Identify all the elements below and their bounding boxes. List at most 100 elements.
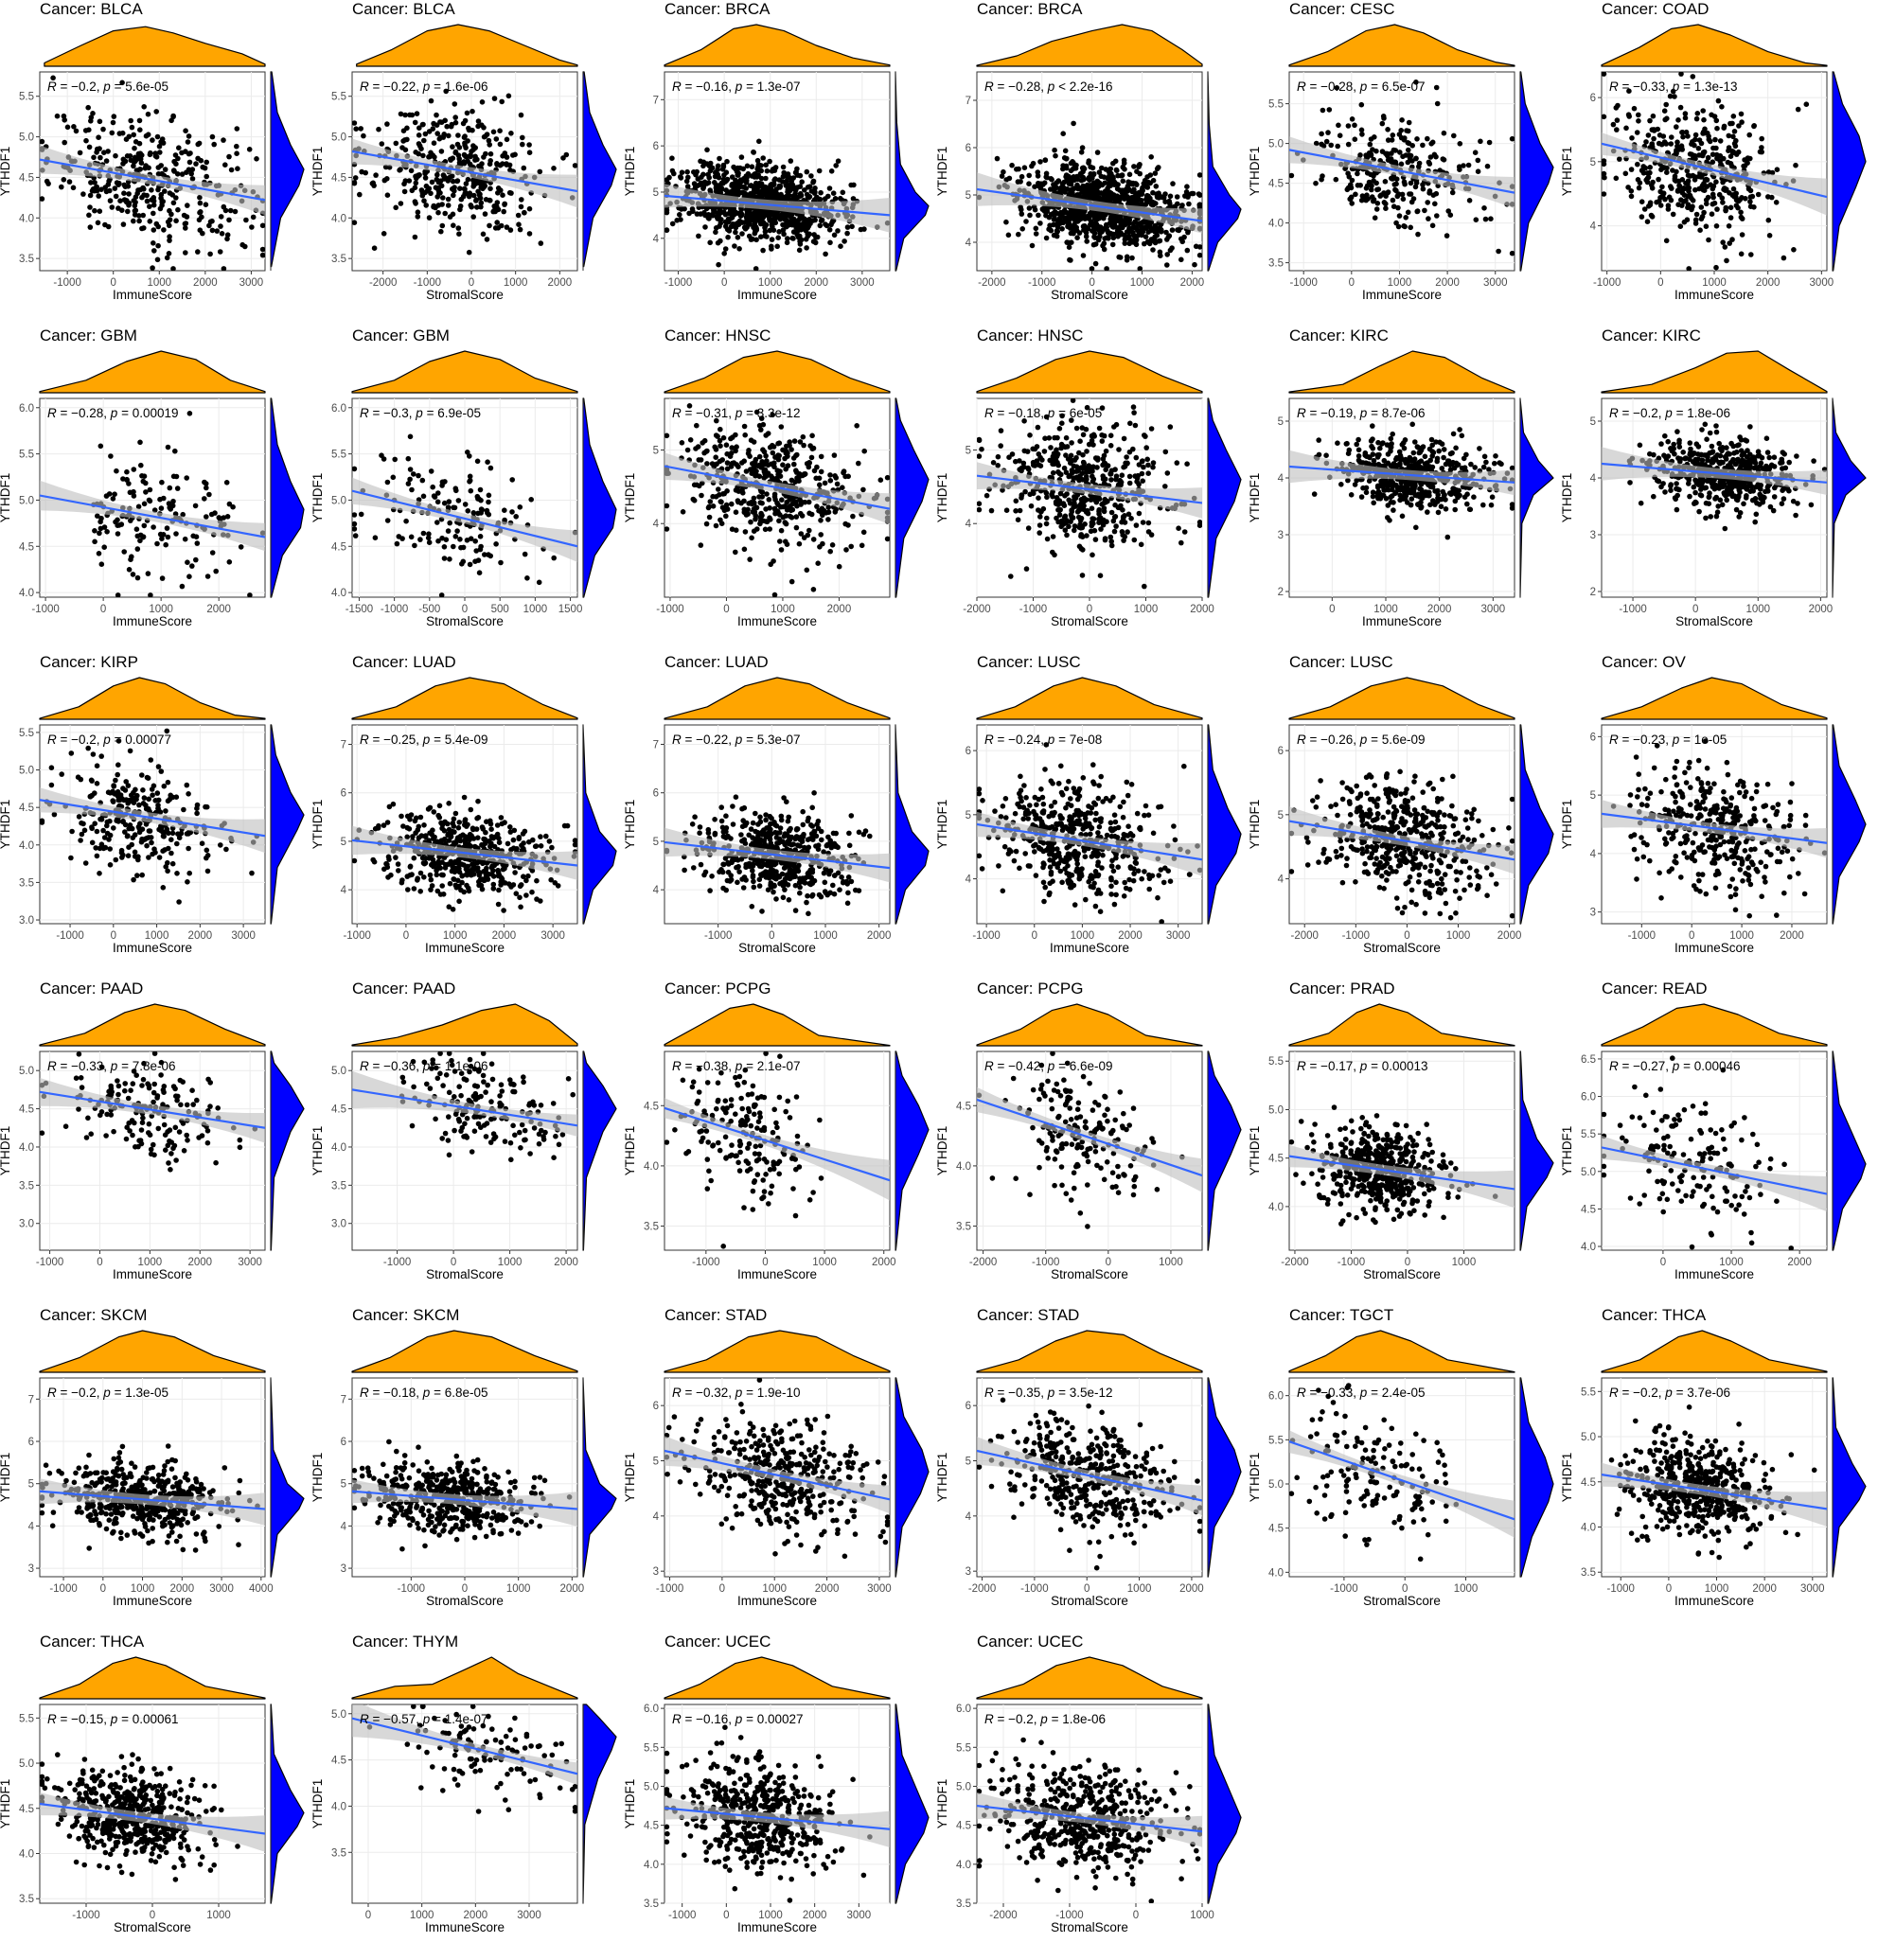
- correlation-annotation: R = −0.31, p = 3.3e-12: [672, 406, 800, 420]
- data-point: [1364, 185, 1370, 191]
- data-point: [753, 238, 759, 243]
- x-tick-label: 3000: [850, 277, 875, 289]
- data-point: [1775, 167, 1781, 172]
- data-point: [1614, 127, 1620, 132]
- data-point: [1026, 525, 1032, 531]
- x-tick-label: -1000: [1593, 277, 1621, 289]
- data-point: [666, 175, 672, 181]
- data-point: [1686, 194, 1692, 200]
- data-point: [701, 210, 707, 216]
- data-point: [779, 528, 785, 534]
- data-point: [1635, 162, 1640, 168]
- data-point: [434, 113, 439, 118]
- data-point: [435, 500, 441, 505]
- x-tick-label: 3000: [239, 277, 264, 289]
- data-point: [679, 175, 684, 181]
- data-point: [708, 499, 714, 504]
- data-point: [113, 153, 118, 159]
- y-tick-label: 6: [653, 141, 659, 152]
- data-point: [1053, 153, 1058, 159]
- data-point: [384, 121, 390, 127]
- x-density-curve: [1289, 25, 1515, 66]
- data-point: [1122, 233, 1127, 238]
- data-point: [1048, 445, 1054, 450]
- data-point: [1647, 165, 1653, 170]
- data-point: [1650, 180, 1656, 185]
- data-point: [1009, 163, 1015, 168]
- data-point: [220, 231, 225, 237]
- data-point: [1027, 433, 1033, 438]
- data-point: [859, 543, 865, 549]
- data-point: [399, 145, 405, 150]
- data-point: [204, 160, 209, 166]
- data-point: [845, 224, 851, 230]
- data-point: [681, 509, 686, 515]
- data-point: [685, 448, 691, 453]
- x-tick-label: -2000: [369, 277, 397, 289]
- data-point: [757, 521, 763, 527]
- data-point: [163, 542, 168, 548]
- data-point: [402, 189, 408, 195]
- data-point: [199, 158, 204, 164]
- y-axis: 3.54.04.55.05.5: [1268, 99, 1289, 270]
- data-point: [717, 189, 722, 195]
- data-point: [1186, 202, 1192, 207]
- data-point: [59, 185, 64, 190]
- data-point: [125, 209, 131, 215]
- data-point: [1006, 233, 1012, 238]
- data-point: [124, 136, 130, 142]
- data-point: [1720, 195, 1726, 201]
- data-point: [693, 172, 699, 178]
- data-point: [509, 477, 515, 483]
- data-point: [496, 185, 502, 191]
- data-point: [1146, 180, 1152, 185]
- data-point: [753, 186, 759, 192]
- data-point: [1649, 142, 1655, 148]
- data-point: [823, 252, 828, 257]
- data-point: [451, 222, 456, 228]
- data-point: [472, 539, 478, 544]
- data-point: [1003, 220, 1009, 225]
- data-point: [151, 248, 157, 254]
- data-point: [1674, 124, 1679, 130]
- data-point: [685, 175, 691, 181]
- data-point: [463, 154, 469, 160]
- data-point: [1713, 146, 1719, 151]
- data-point: [744, 178, 750, 184]
- data-point: [724, 488, 730, 494]
- data-point: [1421, 186, 1426, 192]
- data-point: [775, 502, 781, 507]
- x-tick-label: 0: [1349, 277, 1355, 289]
- data-point: [778, 217, 784, 222]
- data-point: [462, 143, 468, 149]
- data-point: [80, 191, 86, 197]
- data-point: [1110, 161, 1116, 167]
- data-point: [815, 235, 821, 240]
- data-point: [133, 200, 138, 205]
- data-point: [818, 190, 824, 196]
- data-point: [135, 575, 141, 581]
- data-point: [1143, 433, 1148, 439]
- data-point: [701, 450, 707, 456]
- data-point: [788, 186, 794, 192]
- data-point: [1712, 137, 1718, 143]
- data-point: [183, 537, 188, 542]
- data-point: [97, 531, 102, 537]
- data-point: [487, 223, 492, 229]
- data-point: [1151, 178, 1157, 184]
- data-point: [1336, 123, 1341, 129]
- data-point: [733, 189, 738, 195]
- data-point: [1129, 256, 1135, 261]
- data-point: [1708, 139, 1713, 145]
- data-point: [769, 244, 774, 250]
- x-tick-label: 2000: [548, 277, 573, 289]
- x-tick-label: 0: [100, 604, 106, 615]
- data-point: [427, 129, 433, 134]
- data-point: [211, 142, 217, 148]
- data-point: [1726, 160, 1731, 166]
- data-point: [1602, 191, 1607, 197]
- data-point: [1743, 196, 1748, 202]
- data-point: [1662, 108, 1668, 114]
- data-point: [108, 198, 114, 203]
